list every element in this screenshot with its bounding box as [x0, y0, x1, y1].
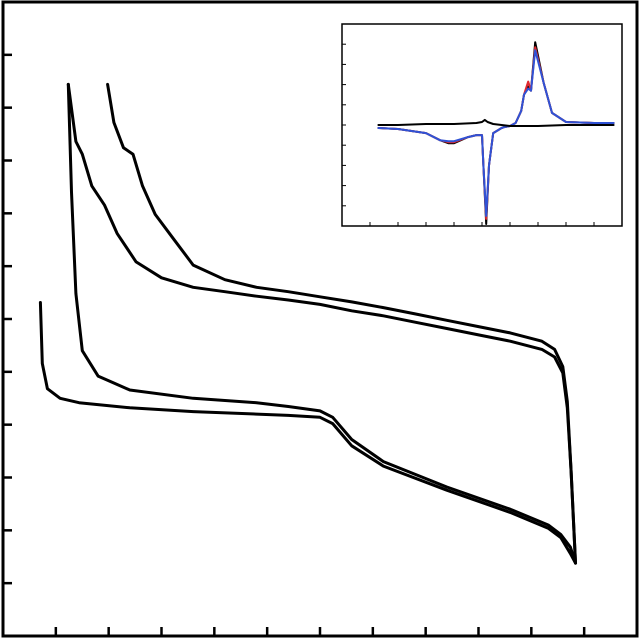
- inset-plot-series-4-line: [377, 118, 615, 127]
- main-plot-series-2-line: [66, 82, 577, 565]
- main-plot-series-1-line: [38, 301, 577, 565]
- main-plot-series-3-line: [66, 82, 577, 565]
- main-plot-series-4-line: [106, 82, 577, 565]
- inset-plot-series-3-line: [377, 49, 615, 217]
- inset-plot: [341, 23, 623, 227]
